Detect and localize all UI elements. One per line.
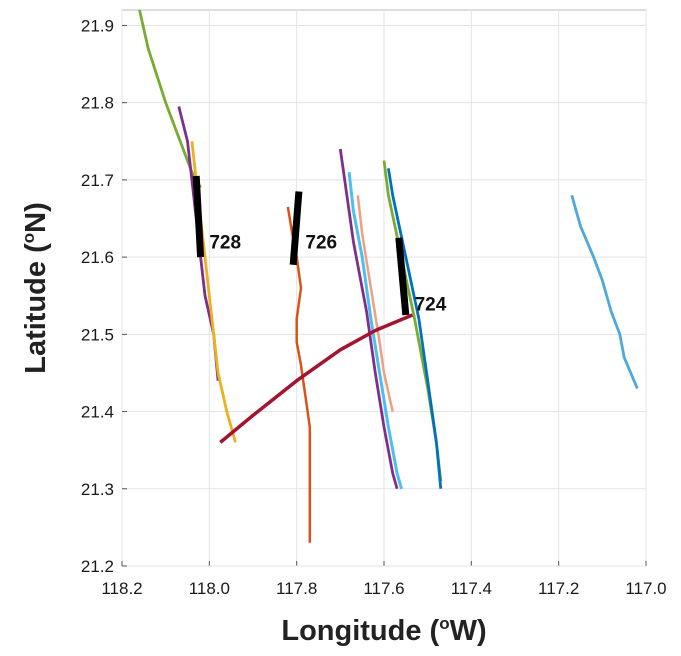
x-tick-label: 118.2	[101, 579, 142, 598]
y-axis-title: Latitude (oN)	[19, 202, 52, 374]
x-tick-labels: 118.2 118.0 117.8 117.6 117.4 117.2 117.0	[101, 579, 666, 598]
annotation-726: 726	[305, 233, 337, 254]
series-line-5	[338, 148, 399, 490]
series-line-6	[347, 172, 403, 490]
series-line-10	[570, 194, 639, 389]
x-tick-label: 117.2	[538, 579, 579, 598]
series-line-1	[138, 9, 202, 189]
y-tick-label: 21.8	[81, 94, 114, 113]
annotations-group: 728 726 724	[209, 233, 446, 316]
x-axis-title-sup: o	[439, 614, 449, 633]
y-tick-label: 21.7	[81, 171, 114, 190]
series-line-7	[356, 195, 394, 412]
y-tick-label: 21.9	[81, 16, 114, 35]
series-line-14	[395, 237, 410, 316]
annotation-724: 724	[415, 294, 447, 315]
series-line-9	[387, 168, 443, 489]
x-tick-label: 117.6	[363, 579, 404, 598]
grid	[121, 10, 647, 567]
series-line-12	[192, 175, 205, 258]
y-tick-label: 21.5	[81, 325, 114, 344]
y-axis-title-sup: o	[19, 233, 38, 243]
y-tick-label: 21.2	[81, 557, 114, 576]
series-group	[138, 9, 639, 543]
annotation-728: 728	[209, 233, 241, 254]
y-tick-label: 21.6	[81, 248, 114, 267]
x-tick-label: 117.8	[276, 579, 317, 598]
series-line-13	[289, 191, 303, 266]
x-tick-label: 117.4	[451, 579, 492, 598]
y-tick-label: 21.4	[81, 403, 114, 422]
y-tick-labels: 21.2 21.3 21.4 21.5 21.6 21.7 21.8 21.9	[81, 16, 114, 576]
x-axis-title: Longitude (oW)	[281, 614, 486, 647]
series-line-11	[219, 313, 414, 444]
x-tick-label: 117.0	[625, 579, 666, 598]
x-tick-label: 118.0	[189, 579, 230, 598]
y-tick-label: 21.3	[81, 480, 114, 499]
